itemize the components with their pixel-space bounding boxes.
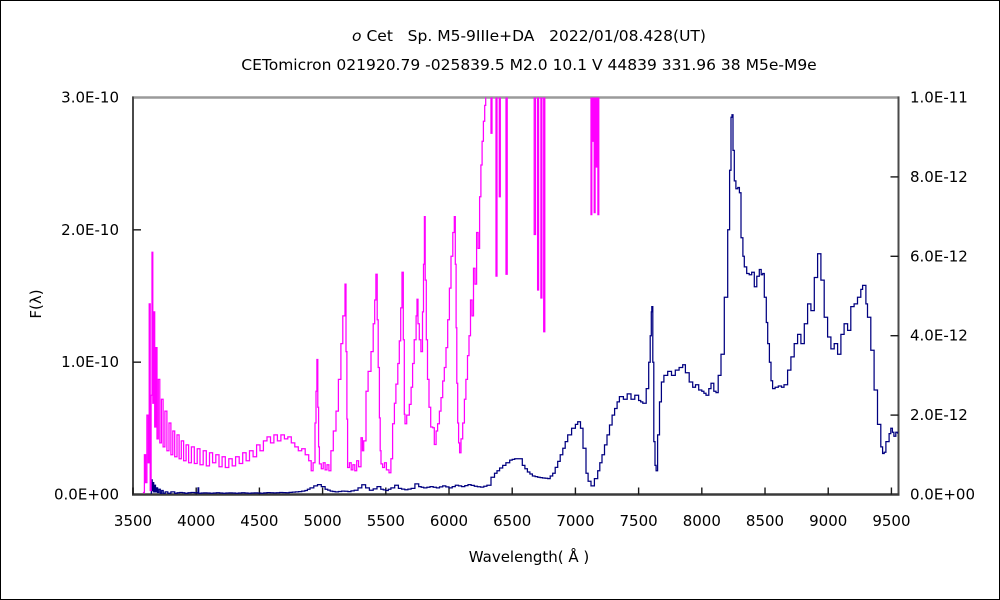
y-axis-title: F(λ) bbox=[27, 289, 45, 318]
plot-frame bbox=[132, 96, 900, 496]
left-axis-tick-labels: 3.0E-10 2.0E-10 1.0E-10 0.0E+00 bbox=[54, 89, 119, 504]
x-axis-tick-label: 3500 bbox=[114, 512, 152, 530]
left-axis-tick-label: 2.0E-10 bbox=[61, 221, 119, 239]
series-blue-spectrum-flux bbox=[142, 97, 600, 494]
x-axis-tick-label: 7000 bbox=[556, 512, 594, 530]
right-axis-tick-label: 2.0E-12 bbox=[910, 406, 968, 424]
x-axis-tick-label: 9500 bbox=[872, 512, 910, 530]
x-axis-tick-labels: 3500 4000 4500 5000 5500 6000 6500 7000 7500 8000… bbox=[114, 512, 911, 530]
x-axis-tick-label: 4000 bbox=[177, 512, 215, 530]
axis-ticks bbox=[132, 176, 899, 495]
x-axis-tick-label: 6000 bbox=[430, 512, 468, 530]
series-red-spectrum-flux bbox=[150, 114, 899, 494]
chart-subtitle: CETomicron 021920.79 -025839.5 M2.0 10.1… bbox=[241, 56, 816, 74]
x-axis-tick-label: 9000 bbox=[809, 512, 847, 530]
spectra-curves bbox=[142, 97, 899, 494]
right-axis-tick-labels: 1.0E-11 8.0E-12 6.0E-12 4.0E-12 2.0E-12 0.0E+… bbox=[910, 89, 975, 504]
star-designation-italic: o bbox=[352, 27, 361, 45]
x-axis-title: Wavelength( Å ) bbox=[469, 547, 589, 566]
x-axis-tick-label: 7500 bbox=[620, 512, 658, 530]
x-axis-tick-label: 5500 bbox=[367, 512, 405, 530]
x-axis-tick-label: 8500 bbox=[746, 512, 784, 530]
x-axis-tick-label: 5000 bbox=[304, 512, 342, 530]
chart-title-rest: Cet Sp. M5-9IIIe+DA 2022/01/08.428(UT) bbox=[362, 27, 706, 45]
left-axis-tick-label: 1.0E-10 bbox=[61, 353, 119, 371]
left-axis-tick-label: 3.0E-10 bbox=[61, 89, 119, 107]
x-axis-tick-label: 4500 bbox=[240, 512, 278, 530]
left-axis-tick-label: 0.0E+00 bbox=[54, 486, 119, 504]
right-axis-tick-label: 4.0E-12 bbox=[910, 327, 968, 345]
chart-title: o Cet Sp. M5-9IIIe+DA 2022/01/08.428(UT) bbox=[352, 27, 706, 45]
right-axis-tick-label: 0.0E+00 bbox=[910, 486, 975, 504]
right-axis-tick-label: 1.0E-11 bbox=[910, 89, 968, 107]
x-axis-tick-label: 6500 bbox=[493, 512, 531, 530]
right-axis-tick-label: 6.0E-12 bbox=[910, 247, 968, 265]
right-axis-tick-label: 8.0E-12 bbox=[910, 168, 968, 186]
x-axis-tick-label: 8000 bbox=[683, 512, 721, 530]
